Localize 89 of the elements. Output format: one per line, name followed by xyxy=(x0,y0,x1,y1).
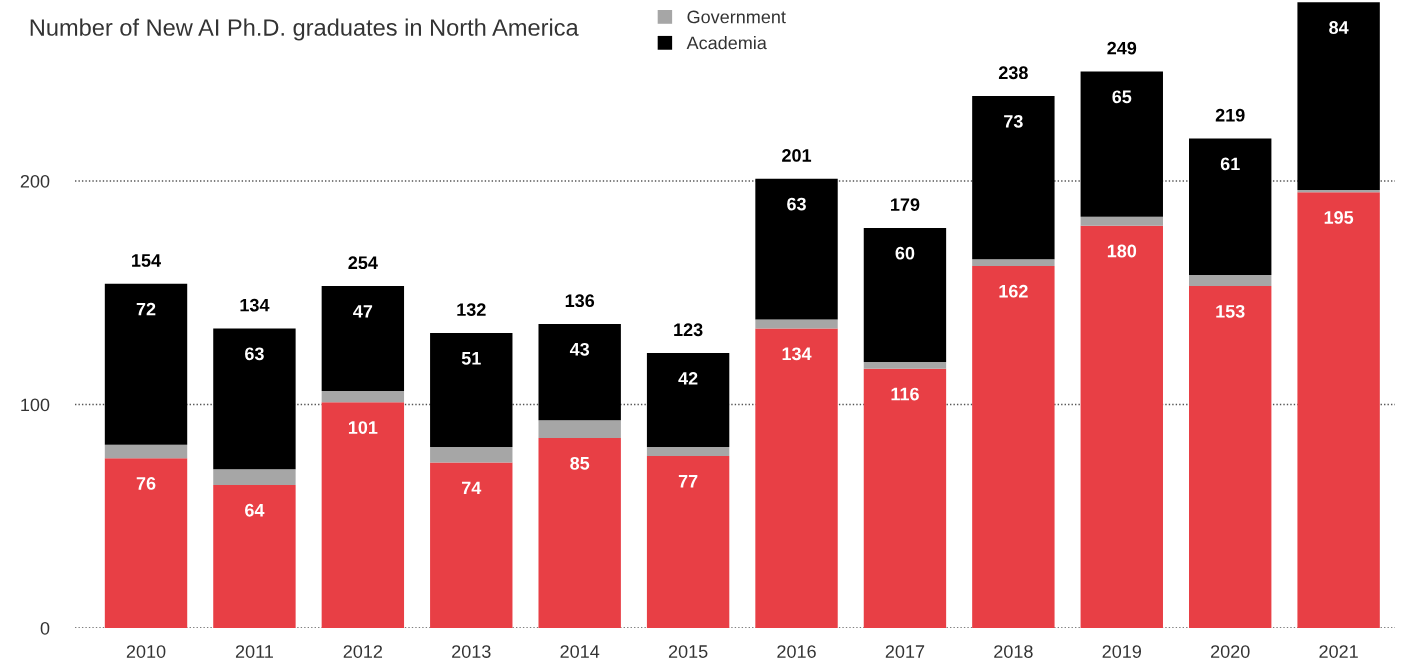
data-label: 134 xyxy=(782,347,812,361)
x-tick-label: 2012 xyxy=(343,645,383,658)
bar xyxy=(1297,2,1380,190)
data-label: 51 xyxy=(461,352,481,365)
bar xyxy=(430,333,513,447)
annotation: 238 xyxy=(998,66,1028,80)
annotation: 219 xyxy=(1215,108,1245,122)
bar xyxy=(430,462,513,628)
x-tick-label: 2016 xyxy=(777,645,816,658)
x-tick-label: 2014 xyxy=(560,645,600,658)
bar xyxy=(430,446,513,463)
annotation: 132 xyxy=(457,303,486,317)
x-tick-label: 2021 xyxy=(1319,645,1358,658)
data-label: 43 xyxy=(569,342,590,356)
x-tick-label: 2013 xyxy=(452,645,491,658)
bar xyxy=(646,455,730,628)
bar xyxy=(1297,192,1380,628)
bar xyxy=(755,328,838,628)
data-label: 101 xyxy=(348,421,378,434)
x-tick-label: 2019 xyxy=(1102,645,1142,658)
annotation: 154 xyxy=(132,254,161,267)
bar xyxy=(646,353,730,447)
data-label: 77 xyxy=(678,474,698,488)
bar xyxy=(972,259,1055,266)
data-label: 195 xyxy=(1324,211,1354,224)
x-tick-label: 2011 xyxy=(235,645,273,658)
data-label: 63 xyxy=(787,197,806,211)
bar xyxy=(538,438,621,628)
bar xyxy=(104,283,188,445)
data-label: 180 xyxy=(1107,244,1137,258)
data-label: 47 xyxy=(353,305,373,318)
bar xyxy=(1297,189,1380,193)
legend-label: Government xyxy=(687,10,786,24)
bar xyxy=(1080,216,1163,226)
bar xyxy=(1080,225,1163,628)
data-label: 116 xyxy=(891,387,919,401)
bar xyxy=(538,324,621,421)
bar xyxy=(972,265,1055,628)
bar xyxy=(1080,71,1163,217)
data-label: 162 xyxy=(999,284,1028,298)
x-tick-label: 2020 xyxy=(1211,645,1250,658)
bar xyxy=(1189,274,1272,287)
bar xyxy=(104,458,188,628)
data-label: 65 xyxy=(1112,90,1132,104)
bar xyxy=(863,362,947,369)
data-label: 153 xyxy=(1216,304,1245,318)
annotation: 201 xyxy=(782,149,812,162)
data-label: 61 xyxy=(1220,157,1240,171)
annotation: 136 xyxy=(565,294,595,308)
text: Number of New AI Ph.D. graduates in North America xyxy=(30,18,579,41)
bar xyxy=(538,420,621,439)
bar xyxy=(321,391,405,403)
y-tick-label: 0 xyxy=(40,621,50,635)
data-label: 72 xyxy=(136,302,156,316)
bar xyxy=(213,328,296,470)
annotation: 134 xyxy=(240,298,270,312)
bar xyxy=(755,319,838,329)
data-label: 64 xyxy=(245,503,265,517)
y-tick-label: 200 xyxy=(20,174,50,188)
x-tick-label: 2015 xyxy=(668,645,708,658)
bar xyxy=(321,402,405,628)
data-label: 42 xyxy=(678,371,698,385)
bar xyxy=(863,227,947,363)
annotation: 123 xyxy=(674,323,703,337)
annotation: 249 xyxy=(1107,41,1137,55)
x-tick-label: 2010 xyxy=(126,645,166,658)
x-tick-label: 2018 xyxy=(994,645,1033,658)
data-label: 85 xyxy=(570,456,590,470)
bar xyxy=(213,484,296,628)
bar xyxy=(755,178,838,320)
bar xyxy=(972,96,1055,260)
data-label: 63 xyxy=(245,347,264,361)
data-label: 76 xyxy=(136,477,156,490)
legend-label: Academia xyxy=(686,36,767,50)
bar xyxy=(104,444,188,459)
data-label: 73 xyxy=(1004,114,1023,128)
bar xyxy=(863,368,947,628)
annotation: 254 xyxy=(348,256,378,270)
annotation: 179 xyxy=(891,198,920,211)
bar xyxy=(1189,286,1272,628)
bar xyxy=(213,469,296,485)
x-tick-label: 2017 xyxy=(885,645,925,658)
data-label: 60 xyxy=(895,246,915,260)
bar xyxy=(646,446,730,456)
bar xyxy=(1189,138,1272,275)
bar xyxy=(321,286,405,392)
data-label: 84 xyxy=(1329,21,1349,34)
data-label: 74 xyxy=(462,481,482,495)
y-tick-label: 100 xyxy=(21,398,50,412)
